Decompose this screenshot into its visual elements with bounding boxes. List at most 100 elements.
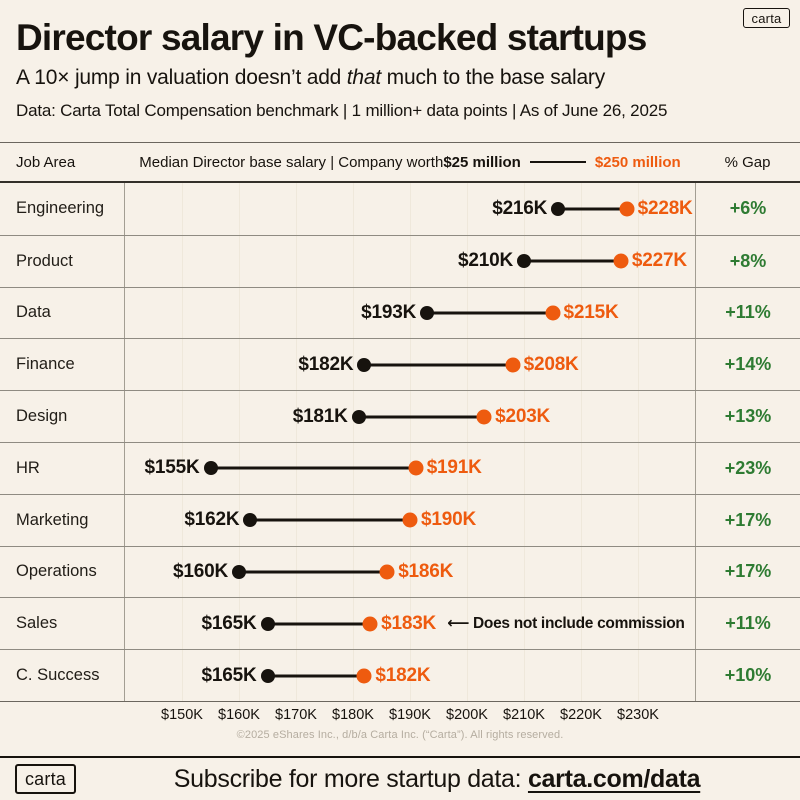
dumbbell-connector — [524, 259, 621, 263]
axis-tick-label: $220K — [560, 706, 602, 723]
low-value-label: $155K — [144, 457, 200, 479]
x-axis-left-spacer — [0, 702, 125, 728]
axis-tick-label: $160K — [218, 706, 260, 723]
high-value-wrap: $183K ⟵ Does not include commission — [381, 613, 685, 635]
gap-value: +17% — [695, 546, 800, 598]
dot-250-million — [362, 616, 378, 632]
dumbbell-connector — [358, 415, 485, 419]
gridline — [467, 494, 468, 546]
high-value-wrap: $228K — [638, 198, 693, 220]
gridline — [467, 546, 468, 598]
subtitle: A 10× jump in valuation doesn’t add that… — [16, 66, 784, 90]
dumbbell-connector — [210, 466, 416, 470]
x-axis: $150K $160K $170K $180K $190K $200K $210K $220K… — [0, 702, 800, 728]
dot-25-million — [260, 668, 275, 683]
dumbbell-connector — [250, 518, 410, 522]
gridline — [182, 183, 183, 235]
high-value-wrap: $208K — [524, 354, 579, 376]
gap-value: +11% — [695, 287, 800, 339]
gridline — [467, 183, 468, 235]
table-row: Sales $165K $183K ⟵ Does not include commis… — [0, 597, 800, 650]
x-axis-ticks: $150K $160K $170K $180K $190K $200K $210K $220K… — [125, 702, 695, 728]
carta-logo-bottom-label: carta — [24, 768, 67, 789]
gridline — [182, 235, 183, 287]
dumbbell-plot: $182K $208K — [125, 339, 695, 391]
high-value-label: $215K — [563, 301, 619, 323]
gridline — [182, 598, 183, 650]
header: carta Director salary in VC-backed start… — [0, 0, 800, 143]
gap-value: +14% — [695, 339, 800, 391]
high-value-wrap: $191K — [427, 457, 482, 479]
dot-250-million — [619, 201, 635, 217]
dot-250-million — [476, 409, 492, 425]
gridline — [239, 183, 240, 235]
carta-logo-bottom: carta — [15, 764, 76, 794]
high-value-label: $191K — [426, 457, 482, 479]
dot-25-million — [517, 254, 531, 269]
table-header-row: Job Area Median Director base salary | C… — [0, 143, 800, 183]
gridline — [638, 650, 639, 701]
gridline — [467, 598, 468, 650]
job-area-column-header: Job Area — [16, 153, 76, 171]
dot-25-million — [351, 409, 366, 424]
job-area-label: C. Success — [0, 650, 125, 701]
gridline — [638, 339, 639, 391]
carta-logo-top-label: carta — [751, 10, 782, 26]
job-area-label: Operations — [0, 546, 125, 598]
job-area-label: Marketing — [0, 494, 125, 546]
dumbbell-plot: $193K $215K — [125, 287, 695, 339]
subscribe-callout: Subscribe for more startup data: carta.c… — [0, 765, 800, 794]
job-area-label: Finance — [0, 339, 125, 391]
subscribe-link[interactable]: carta.com/data — [527, 764, 701, 793]
gap-value: +10% — [695, 650, 800, 701]
dot-25-million — [260, 616, 275, 631]
legend-connector-line — [529, 161, 586, 163]
dumbbell-connector — [364, 363, 513, 367]
gridline — [410, 183, 411, 235]
gridline — [353, 183, 354, 235]
gridline — [638, 183, 639, 235]
salary-table-body: Engineering $216K $228K +6% Product $210K $227… — [0, 183, 800, 702]
dot-250-million — [402, 512, 418, 528]
dumbbell-plot: $181K $203K — [125, 391, 695, 442]
gridline — [638, 494, 639, 546]
axis-tick-label: $170K — [275, 706, 317, 723]
gridline — [581, 650, 582, 701]
gridline — [239, 598, 240, 650]
axis-tick-label: $180K — [332, 706, 374, 723]
gap-value: +13% — [695, 391, 800, 442]
gap-column-header: % Gap — [724, 153, 771, 171]
low-value-label: $165K — [201, 612, 257, 634]
high-value-wrap: $182K — [375, 665, 430, 687]
gridline — [524, 442, 525, 494]
gridline — [353, 339, 354, 391]
gridline — [467, 235, 468, 287]
gap-value: +17% — [695, 494, 800, 546]
high-value-wrap: $203K — [495, 406, 550, 428]
high-value-label: $203K — [495, 405, 551, 427]
job-area-label: Engineering — [0, 183, 125, 235]
dumbbell-plot: $160K $186K — [125, 546, 695, 598]
gridline — [638, 391, 639, 442]
dot-250-million — [505, 357, 521, 373]
legend-250-million-label: $250 million — [594, 153, 681, 171]
gridline — [581, 339, 582, 391]
gridline — [239, 287, 240, 339]
gridline — [296, 391, 297, 442]
gridline — [638, 287, 639, 339]
axis-tick-label: $230K — [617, 706, 659, 723]
high-value-wrap: $190K — [421, 509, 476, 531]
axis-tick-label: $200K — [446, 706, 488, 723]
high-value-wrap: $215K — [564, 302, 619, 324]
high-value-label: $182K — [375, 664, 431, 686]
axis-tick-label: $150K — [161, 706, 203, 723]
table-row: Product $210K $227K +8% — [0, 234, 800, 287]
dot-250-million — [408, 460, 424, 476]
job-area-label: Data — [0, 287, 125, 339]
high-value-label: $227K — [631, 250, 687, 272]
table-row: Marketing $162K $190K +17% — [0, 493, 800, 546]
gridline — [524, 546, 525, 598]
gridline — [410, 235, 411, 287]
dumbbell-plot: $165K $182K — [125, 650, 695, 701]
gridline — [239, 650, 240, 701]
